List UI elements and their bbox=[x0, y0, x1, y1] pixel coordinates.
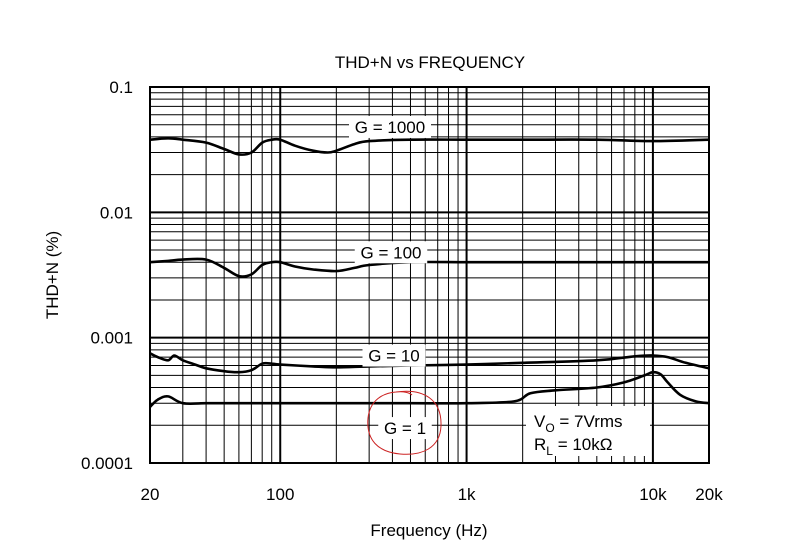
series-label-bg bbox=[349, 115, 431, 138]
y-axis-label: THD+N (%) bbox=[43, 231, 62, 319]
series-label-1: G = 100 bbox=[361, 243, 422, 262]
rl-subscript: L bbox=[546, 444, 553, 458]
vo-annotation: VO = 7Vrms bbox=[534, 412, 623, 435]
conditions-box bbox=[526, 406, 650, 456]
hand-drawn-circle bbox=[367, 390, 442, 455]
x-tick-label: 1k bbox=[458, 485, 476, 504]
series-label-0: G = 1000 bbox=[355, 118, 425, 137]
series-line-2 bbox=[149, 352, 710, 374]
series-label-bg bbox=[354, 241, 428, 264]
y-tick-label: 0.001 bbox=[90, 329, 133, 348]
vo-subscript: O bbox=[545, 421, 554, 435]
rl-annotation: RL = 10kΩ bbox=[534, 435, 612, 458]
y-tick-labels: 0.1 0.01 0.001 0.0001 bbox=[81, 78, 133, 473]
series-line-0 bbox=[149, 137, 710, 156]
y-tick-label: 0.01 bbox=[100, 203, 133, 222]
y-tick-label: 0.1 bbox=[109, 78, 133, 97]
chart-title: THD+N vs FREQUENCY bbox=[335, 53, 525, 72]
series-lines bbox=[149, 137, 710, 408]
x-tick-label: 20k bbox=[695, 485, 723, 504]
series-labels: G = 1000 G = 100 G = 10 G = 1 bbox=[349, 115, 432, 440]
x-tick-label: 100 bbox=[266, 485, 294, 504]
rl-prefix: R bbox=[534, 435, 546, 454]
vo-value: = 7Vrms bbox=[555, 412, 623, 431]
series-line-3 bbox=[149, 370, 710, 408]
y-tick-label: 0.0001 bbox=[81, 454, 133, 473]
series-label-bg bbox=[362, 344, 426, 367]
series-label-2: G = 10 bbox=[368, 347, 420, 366]
x-tick-label: 20 bbox=[141, 485, 160, 504]
series-label-3: G = 1 bbox=[384, 419, 426, 438]
x-tick-labels: 20 100 1k 10k 20k bbox=[141, 485, 724, 504]
grid-lines bbox=[150, 87, 710, 463]
x-tick-label: 10k bbox=[639, 485, 667, 504]
vo-prefix: V bbox=[534, 412, 546, 431]
x-axis-label: Frequency (Hz) bbox=[370, 521, 487, 540]
series-label-bg bbox=[378, 417, 432, 440]
series-line-1 bbox=[149, 257, 709, 278]
plot-frame bbox=[149, 86, 710, 464]
rl-value: = 10kΩ bbox=[553, 435, 613, 454]
